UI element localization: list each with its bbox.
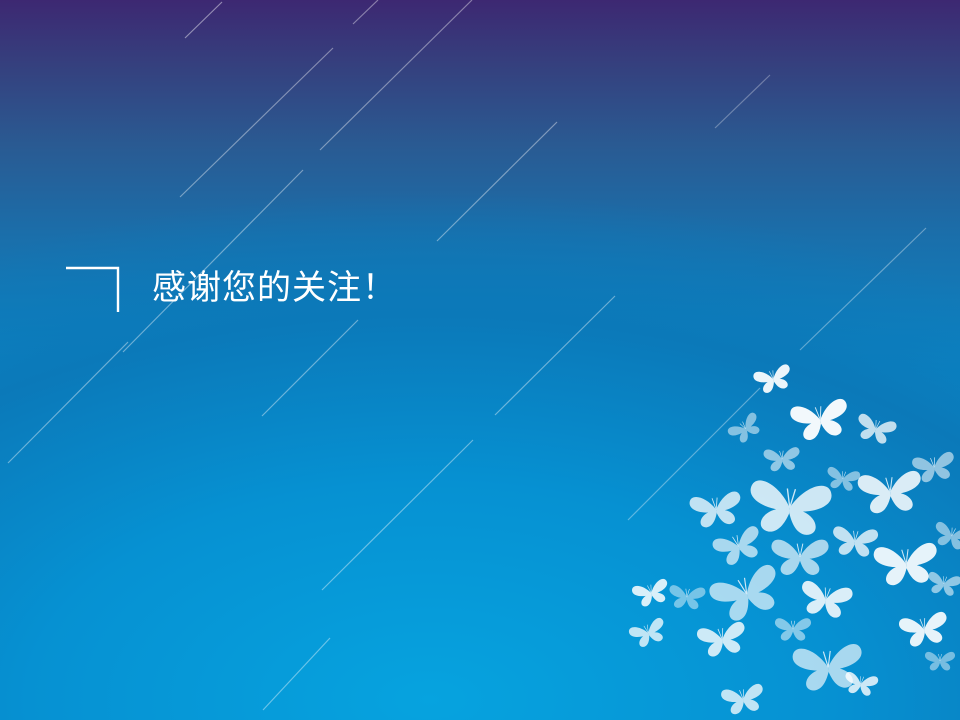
corner-bracket-icon — [66, 266, 120, 312]
closing-text: 感谢您的关注！ — [152, 268, 397, 308]
butterfly-cluster-icon — [627, 363, 960, 717]
